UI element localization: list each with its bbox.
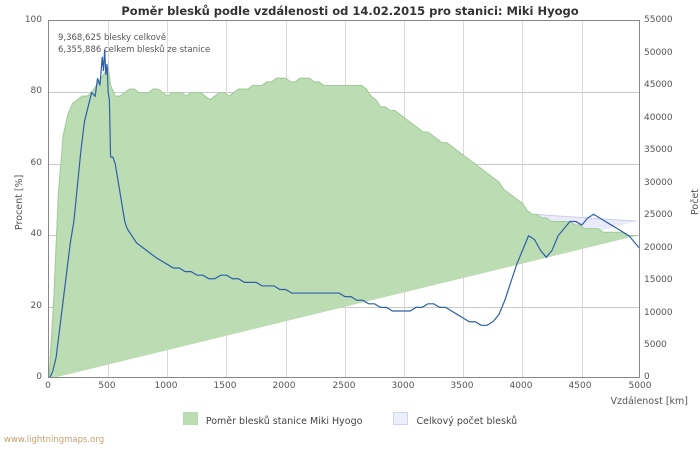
- legend-item-total: Celkový počet blesků: [393, 412, 517, 427]
- legend: Poměr blesků stanice Miki Hyogo Celkový …: [0, 412, 700, 427]
- annotation-station-lightning: 6,355,886 celkem blesků ze stanice: [58, 45, 211, 55]
- x-tick: 2000: [272, 381, 296, 391]
- x-tick: 0: [45, 381, 51, 391]
- y-tick: 60: [30, 158, 42, 168]
- legend-label: Poměr blesků stanice Miki Hyogo: [205, 416, 363, 427]
- legend-swatch-icon: [393, 412, 409, 425]
- y-tick: 80: [30, 86, 42, 96]
- annotation-total-lightning: 9,368,625 blesky celkově: [58, 33, 167, 43]
- y2-tick: 25000: [644, 210, 673, 220]
- gridline: [522, 21, 523, 377]
- x-tick: 3500: [450, 381, 474, 391]
- gridline: [582, 21, 583, 377]
- gridline: [49, 307, 639, 308]
- page-title: Poměr blesků podle vzdálenosti od 14.02.…: [121, 4, 579, 18]
- legend-label: Celkový počet blesků: [416, 416, 518, 427]
- x-tick: 5000: [628, 381, 652, 391]
- legend-swatch-icon: [182, 412, 198, 425]
- y2-tick: 5000: [644, 340, 667, 350]
- plot-area: [48, 20, 640, 378]
- area-station-ratio: [49, 66, 637, 377]
- y-tick: 0: [36, 372, 42, 382]
- y-axis-label: Procent [%]: [14, 174, 25, 230]
- x-tick: 500: [98, 381, 116, 391]
- x-tick: 1500: [213, 381, 237, 391]
- y2-tick: 55000: [644, 15, 673, 25]
- y-tick: 100: [24, 15, 42, 25]
- y2-tick: 10000: [644, 308, 673, 318]
- x-tick: 4500: [568, 381, 592, 391]
- line-count: [49, 49, 639, 377]
- y2-tick: 45000: [644, 80, 673, 90]
- y2-axis-label: Počet: [690, 189, 700, 215]
- x-tick: 4000: [509, 381, 533, 391]
- y2-tick: 15000: [644, 275, 673, 285]
- y2-tick: 50000: [644, 48, 673, 58]
- y2-tick: 0: [644, 372, 650, 382]
- y-tick: 40: [30, 229, 42, 239]
- x-tick: 1000: [154, 381, 178, 391]
- x-tick: 2500: [332, 381, 356, 391]
- x-axis-label: Vzdálenost [km]: [610, 396, 688, 407]
- y2-tick: 40000: [644, 113, 673, 123]
- y2-tick: 35000: [644, 145, 673, 155]
- y2-tick: 20000: [644, 243, 673, 253]
- watermark: www.lightningmaps.org: [4, 435, 105, 445]
- legend-item-station: Poměr blesků stanice Miki Hyogo: [182, 412, 363, 427]
- series-canvas: [49, 49, 639, 377]
- x-tick: 3000: [391, 381, 415, 391]
- y-tick: 20: [30, 301, 42, 311]
- y2-tick: 30000: [644, 178, 673, 188]
